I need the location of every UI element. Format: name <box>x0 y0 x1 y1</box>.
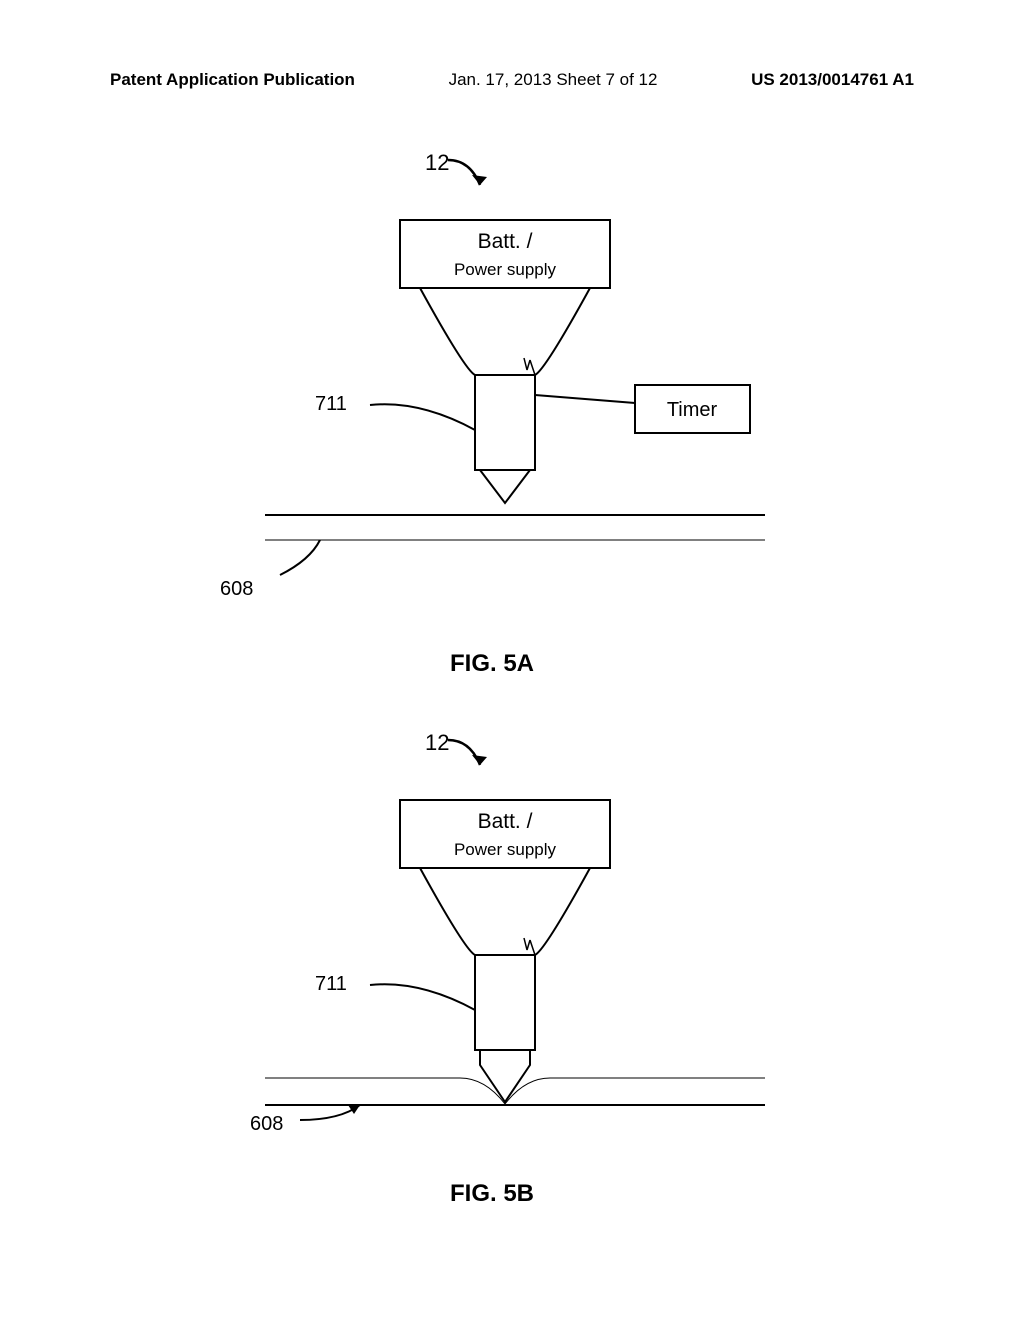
header-center: Jan. 17, 2013 Sheet 7 of 12 <box>449 70 658 90</box>
ref-608-label: 608 <box>220 578 253 600</box>
nozzle-body <box>475 375 535 470</box>
ref-12-arrowhead <box>472 175 487 185</box>
funnel-right <box>535 288 590 375</box>
ref-12-arrowhead-b <box>472 755 487 765</box>
batt-line2-b: Power supply <box>454 840 557 859</box>
ref-12-leader <box>448 160 480 185</box>
batt-line1: Batt. / <box>478 230 533 253</box>
ref-711-label: 711 <box>315 393 347 415</box>
ref-711-label-b: 711 <box>315 973 347 995</box>
funnel-left-b <box>420 868 475 955</box>
nozzle-body-b <box>475 955 535 1050</box>
funnel-left <box>420 288 475 375</box>
fig-5a-label: FIG. 5A <box>450 650 534 678</box>
nozzle-tip-b <box>480 1050 530 1102</box>
header-right: US 2013/0014761 A1 <box>751 70 914 90</box>
substrate-top-b <box>265 1078 765 1104</box>
fig-5b-label: FIG. 5B <box>450 1180 534 1208</box>
wire-hatch <box>524 358 535 375</box>
ref-711-leader <box>370 404 475 430</box>
header-left: Patent Application Publication <box>110 70 355 90</box>
ref-12-label-b: 12 <box>425 730 449 755</box>
page-header: Patent Application Publication Jan. 17, … <box>0 70 1024 90</box>
ref-608-arrowhead-b <box>348 1105 360 1114</box>
wire-hatch-b <box>524 938 535 955</box>
nozzle-tip <box>480 470 530 503</box>
batt-line2: Power supply <box>454 260 557 279</box>
ref-12-label: 12 <box>425 150 449 175</box>
figure-5b: 12 Batt. / Power supply 711 608 <box>0 700 1024 1180</box>
timer-connector <box>535 395 635 403</box>
timer-label: Timer <box>667 399 718 421</box>
ref-12-leader-b <box>448 740 480 765</box>
ref-608-leader <box>280 540 320 575</box>
ref-711-leader-b <box>370 984 475 1010</box>
funnel-right-b <box>535 868 590 955</box>
batt-line1-b: Batt. / <box>478 810 533 833</box>
figure-5a: 12 Batt. / Power supply 711 Timer 608 <box>0 120 1024 620</box>
ref-608-label-b: 608 <box>250 1113 283 1135</box>
